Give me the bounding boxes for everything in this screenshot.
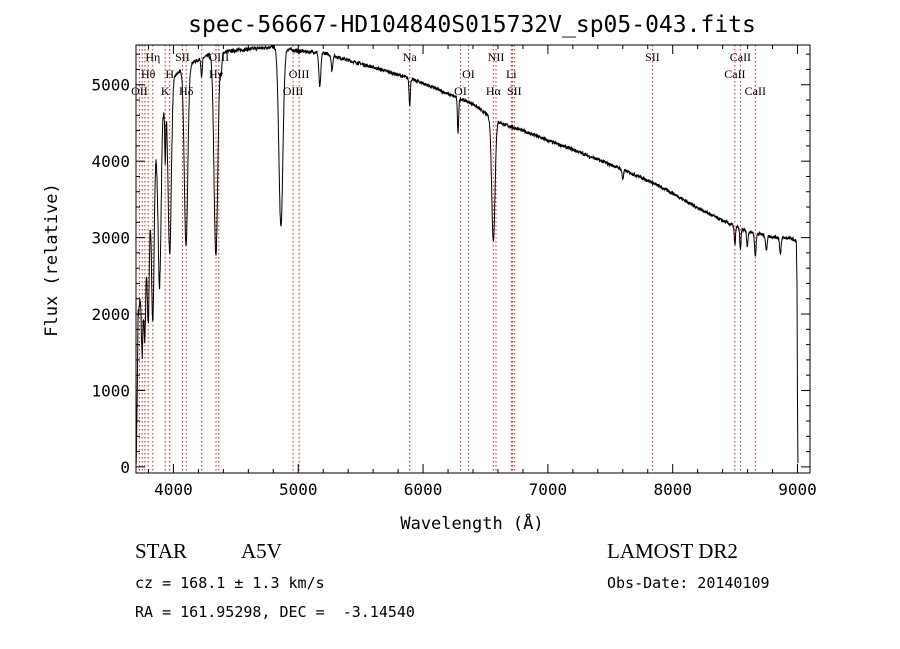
- line-label: Li: [506, 67, 517, 81]
- line-label: K: [161, 84, 170, 98]
- line-label: OI: [454, 84, 467, 98]
- plot-frame: [135, 44, 811, 474]
- line-label: CaII: [724, 67, 745, 81]
- line-label: OIII: [283, 84, 304, 98]
- line-label: CaII: [745, 84, 766, 98]
- x-tick-label: 7000: [529, 480, 568, 499]
- y-axis: 0 1000 2000 3000 4000 5000: [91, 53, 810, 477]
- spectral-subclass: A5V: [241, 539, 282, 563]
- x-tick-label: 6000: [404, 480, 443, 499]
- chart-title: spec-56667-HD104840S015732V_sp05-043.fit…: [188, 12, 756, 38]
- y-tick-label: 4000: [91, 152, 130, 171]
- line-label: OIII: [289, 67, 310, 81]
- object-class: STAR: [135, 539, 187, 563]
- spectrum-line: [135, 44, 799, 464]
- x-tick-label: 5000: [279, 480, 318, 499]
- line-label: SII: [507, 84, 522, 98]
- y-tick-label: 2000: [91, 305, 130, 324]
- line-label: OI: [462, 67, 475, 81]
- line-markers: [138, 45, 756, 473]
- obs-date: Obs-Date: 20140109: [607, 574, 770, 592]
- y-tick-label: 1000: [91, 381, 130, 400]
- y-tick-label: 5000: [91, 76, 130, 95]
- line-label: H: [165, 67, 174, 81]
- y-axis-label: Flux (relative): [42, 183, 62, 337]
- line-label: SII: [645, 50, 660, 64]
- redshift-info: cz = 168.1 ± 1.3 km/s: [135, 574, 325, 592]
- line-label: OII: [131, 84, 148, 98]
- x-tick-label: 8000: [653, 480, 692, 499]
- x-axis-label: Wavelength (Å): [400, 512, 543, 534]
- line-label: Hη: [145, 50, 160, 64]
- line-label: CaII: [730, 50, 751, 64]
- y-tick-label: 3000: [91, 229, 130, 248]
- x-tick-label: 9000: [778, 480, 817, 499]
- x-tick-label: 4000: [154, 480, 193, 499]
- line-label: Na: [403, 50, 418, 64]
- survey-name: LAMOST DR2: [607, 539, 738, 563]
- x-axis: 4000 5000 6000 7000 8000 9000: [147, 45, 817, 499]
- line-label: Hδ: [179, 84, 194, 98]
- line-label: NII: [488, 50, 505, 64]
- line-label: Hθ: [141, 67, 156, 81]
- y-tick-label: 0: [120, 458, 130, 477]
- line-label: Hα: [486, 84, 502, 98]
- coordinates: RA = 161.95298, DEC = -3.14540: [135, 603, 415, 621]
- line-label: SII: [175, 50, 190, 64]
